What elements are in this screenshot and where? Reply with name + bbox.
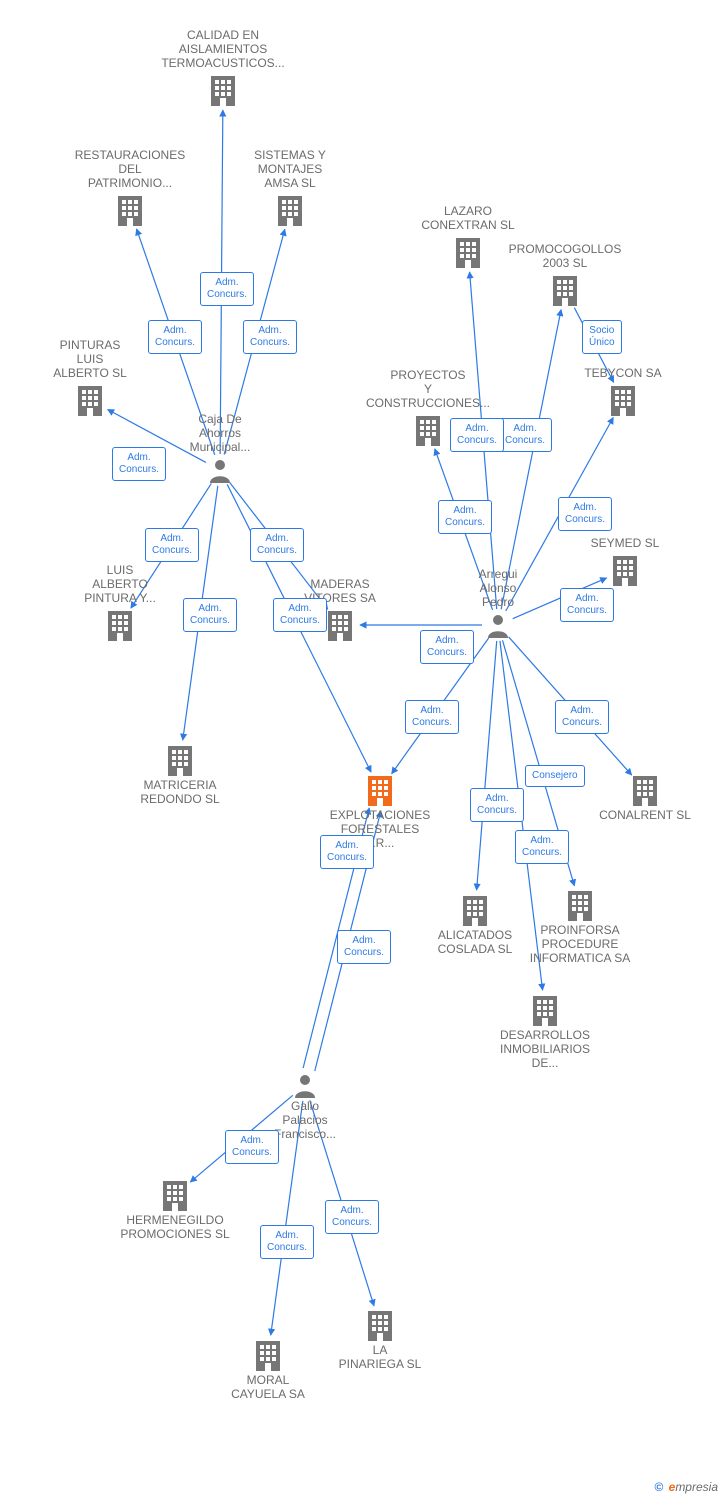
node-matriceria: MATRICERIAREDONDO SL: [120, 742, 240, 808]
node-label: CONALRENT SL: [580, 808, 710, 822]
node-moral: MORALCAYUELA SA: [208, 1337, 328, 1403]
node-label: CALIDAD ENAISLAMIENTOSTERMOACUSTICOS...: [138, 28, 308, 70]
edge: [392, 638, 489, 774]
edge-label: Adm.Concurs.: [243, 320, 297, 354]
edge-label: Adm.Concurs.: [145, 528, 199, 562]
edge: [227, 484, 371, 772]
edge: [502, 640, 574, 885]
edge: [506, 417, 614, 611]
edge-label: Adm.Concurs.: [337, 930, 391, 964]
edge: [230, 483, 328, 610]
edge: [470, 272, 497, 609]
node-label: PROINFORSAPROCEDUREINFORMATICA SA: [505, 923, 655, 965]
copyright-symbol: ©: [654, 1480, 663, 1494]
edge: [435, 449, 493, 610]
node-promocog: PROMOCOGOLLOS2003 SL: [490, 242, 640, 308]
node-label: LAZAROCONEXTRAN SL: [403, 204, 533, 232]
node-label: Caja DeAhorrosMunicipal...: [170, 412, 270, 454]
edge: [500, 641, 543, 990]
edge: [224, 229, 285, 454]
node-restaura: RESTAURACIONESDELPATRIMONIO...: [55, 148, 205, 228]
node-label: GalloPalaciosFrancisco...: [250, 1099, 360, 1141]
node-luisalb: LUISALBERTOPINTURA Y...: [70, 563, 170, 643]
node-conalrent: CONALRENT SL: [580, 772, 710, 824]
edge: [501, 310, 561, 610]
node-label: ALICATADOSCOSLADA SL: [415, 928, 535, 956]
edge: [131, 483, 211, 608]
edge-label: Consejero: [525, 765, 585, 787]
edge: [183, 486, 218, 740]
node-gallo: GalloPalaciosFrancisco...: [250, 1071, 360, 1143]
edge-label: Adm.Concurs.: [555, 700, 609, 734]
node-seymed: SEYMED SL: [570, 536, 680, 588]
edge-label: Adm.Concurs.: [470, 788, 524, 822]
node-sistemas: SISTEMAS YMONTAJESAMSA SL: [230, 148, 350, 228]
edge-label: Adm.Concurs.: [260, 1225, 314, 1259]
node-label: LUISALBERTOPINTURA Y...: [70, 563, 170, 605]
node-tebycon: TEBYCON SA: [568, 366, 678, 418]
edge-label: Adm.Concurs.: [225, 1130, 279, 1164]
node-label: MATRICERIAREDONDO SL: [120, 778, 240, 806]
edge: [509, 637, 632, 775]
node-label: RESTAURACIONESDELPATRIMONIO...: [55, 148, 205, 190]
node-hermeneg: HERMENEGILDOPROMOCIONES SL: [95, 1177, 255, 1243]
node-label: HERMENEGILDOPROMOCIONES SL: [95, 1213, 255, 1241]
edge-label: Adm.Concurs.: [200, 272, 254, 306]
edge-label: Adm.Concurs.: [325, 1200, 379, 1234]
node-explota: EXPLOTACIONESFORESTALES...R...: [305, 772, 455, 852]
node-label: SISTEMAS YMONTAJESAMSA SL: [230, 148, 350, 190]
edge: [190, 1095, 293, 1182]
node-pinturas: PINTURASLUISALBERTO SL: [40, 338, 140, 418]
edge-label: Adm.Concurs.: [560, 588, 614, 622]
node-lazaro: LAZAROCONEXTRAN SL: [403, 204, 533, 270]
brand-rest: mpresia: [675, 1480, 718, 1494]
node-maderas: MADERASVITORES SA: [280, 577, 400, 643]
edge-label: Adm.Concurs.: [558, 497, 612, 531]
node-label: TEBYCON SA: [568, 366, 678, 380]
edge: [574, 308, 613, 383]
edge-label: Adm.Concurs.: [112, 447, 166, 481]
edge-label: SocioÚnico: [582, 320, 622, 354]
node-label: PROMOCOGOLLOS2003 SL: [490, 242, 640, 270]
node-proyectos: PROYECTOSYCONSTRUCCIONES...: [353, 368, 503, 448]
edge: [513, 578, 607, 619]
edge-label: Adm.Concurs.: [273, 598, 327, 632]
node-label: PROYECTOSYCONSTRUCCIONES...: [353, 368, 503, 410]
edge: [220, 110, 223, 454]
edge-label: Adm.Concurs.: [420, 630, 474, 664]
edge-label: Adm.Concurs.: [498, 418, 552, 452]
node-label: MORALCAYUELA SA: [208, 1373, 328, 1401]
node-pinariega: LAPINARIEGA SL: [320, 1307, 440, 1373]
node-label: LAPINARIEGA SL: [320, 1343, 440, 1371]
edge-label: Adm.Concurs.: [250, 528, 304, 562]
node-proinforsa: PROINFORSAPROCEDUREINFORMATICA SA: [505, 887, 655, 967]
edge-label: Adm.Concurs.: [438, 500, 492, 534]
node-alicatados: ALICATADOSCOSLADA SL: [415, 892, 535, 958]
edges-layer: [0, 0, 728, 1500]
edge-label: Adm.Concurs.: [148, 320, 202, 354]
node-caja: Caja DeAhorrosMunicipal...: [170, 412, 270, 484]
node-label: EXPLOTACIONESFORESTALES...R...: [305, 808, 455, 850]
node-label: ArreguiAlonsoPedro: [448, 567, 548, 609]
edge-label: Adm.Concurs.: [450, 418, 504, 452]
node-label: PINTURASLUISALBERTO SL: [40, 338, 140, 380]
node-label: DESARROLLOSINMOBILIARIOSDE...: [475, 1028, 615, 1070]
edge-label: Adm.Concurs.: [405, 700, 459, 734]
edge: [137, 229, 215, 455]
footer-credit: © empresia: [654, 1480, 718, 1494]
edge-label: Adm.Concurs.: [320, 835, 374, 869]
edge-label: Adm.Concurs.: [183, 598, 237, 632]
node-label: MADERASVITORES SA: [280, 577, 400, 605]
node-arregui: ArreguiAlonsoPedro: [448, 567, 548, 639]
node-label: SEYMED SL: [570, 536, 680, 550]
edge: [271, 1101, 303, 1335]
edge-label: Adm.Concurs.: [515, 830, 569, 864]
edge: [310, 1100, 374, 1306]
node-desarroll: DESARROLLOSINMOBILIARIOSDE...: [475, 992, 615, 1072]
edge: [108, 409, 206, 462]
edge: [477, 641, 497, 890]
node-calidad: CALIDAD ENAISLAMIENTOSTERMOACUSTICOS...: [138, 28, 308, 108]
